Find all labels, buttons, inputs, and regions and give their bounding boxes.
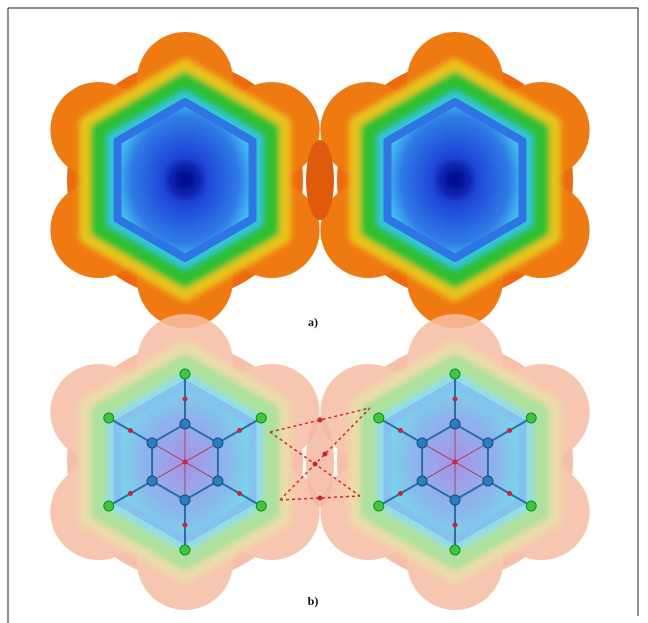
- atom-cl: [373, 500, 385, 512]
- atom-c: [416, 475, 428, 487]
- atom-c: [482, 475, 494, 487]
- atom-cl: [103, 412, 115, 424]
- contact: [269, 407, 371, 433]
- molecule-skeleton: [103, 368, 267, 556]
- bond: [454, 480, 489, 501]
- critical-point: [452, 459, 458, 465]
- critical-point: [507, 491, 513, 496]
- molecule-skeleton: [373, 368, 537, 556]
- atom-c: [212, 437, 224, 449]
- atom-c: [482, 437, 494, 449]
- bond: [421, 480, 456, 501]
- atom-c: [449, 418, 461, 430]
- bridge: [306, 417, 334, 507]
- bridge: [306, 140, 334, 220]
- bond: [151, 423, 186, 444]
- critical-point: [397, 491, 403, 496]
- atom-c: [416, 437, 428, 449]
- bond: [151, 480, 186, 501]
- frame: [7, 7, 639, 623]
- atom-cl: [255, 500, 267, 512]
- critical-point: [182, 522, 188, 528]
- panel-label: a): [308, 315, 318, 329]
- atom-c: [179, 418, 191, 430]
- center-glow: [441, 166, 469, 194]
- contact: [279, 495, 361, 501]
- atom-cl: [373, 412, 385, 424]
- atom-cl: [179, 368, 191, 380]
- critical-point: [507, 428, 513, 433]
- bond: [184, 423, 219, 444]
- atom-c: [449, 494, 461, 506]
- critical-point: [182, 396, 188, 402]
- atom-cl: [525, 500, 537, 512]
- bond: [184, 480, 219, 501]
- critical-point: [452, 522, 458, 528]
- critical-point: [452, 396, 458, 402]
- critical-point: [397, 428, 403, 433]
- atom-cl: [103, 500, 115, 512]
- atom-cl: [525, 412, 537, 424]
- critical-point: [317, 417, 323, 423]
- molecule-surface: [50, 32, 320, 328]
- atom-cl: [449, 544, 461, 556]
- critical-point: [237, 428, 243, 433]
- atom-c: [146, 437, 158, 449]
- critical-point: [182, 459, 188, 465]
- critical-point: [317, 495, 323, 501]
- center-glow: [171, 166, 199, 194]
- panel-label: b): [308, 594, 319, 608]
- critical-point: [127, 491, 133, 496]
- atom-c: [146, 475, 158, 487]
- critical-point: [322, 451, 328, 457]
- atom-c: [212, 475, 224, 487]
- bond: [421, 423, 456, 444]
- critical-point: [237, 491, 243, 496]
- atom-cl: [255, 412, 267, 424]
- molecule-surface: [320, 32, 590, 328]
- atom-cl: [179, 544, 191, 556]
- atom-c: [179, 494, 191, 506]
- atom-cl: [449, 368, 461, 380]
- critical-point: [127, 428, 133, 433]
- bond: [454, 423, 489, 444]
